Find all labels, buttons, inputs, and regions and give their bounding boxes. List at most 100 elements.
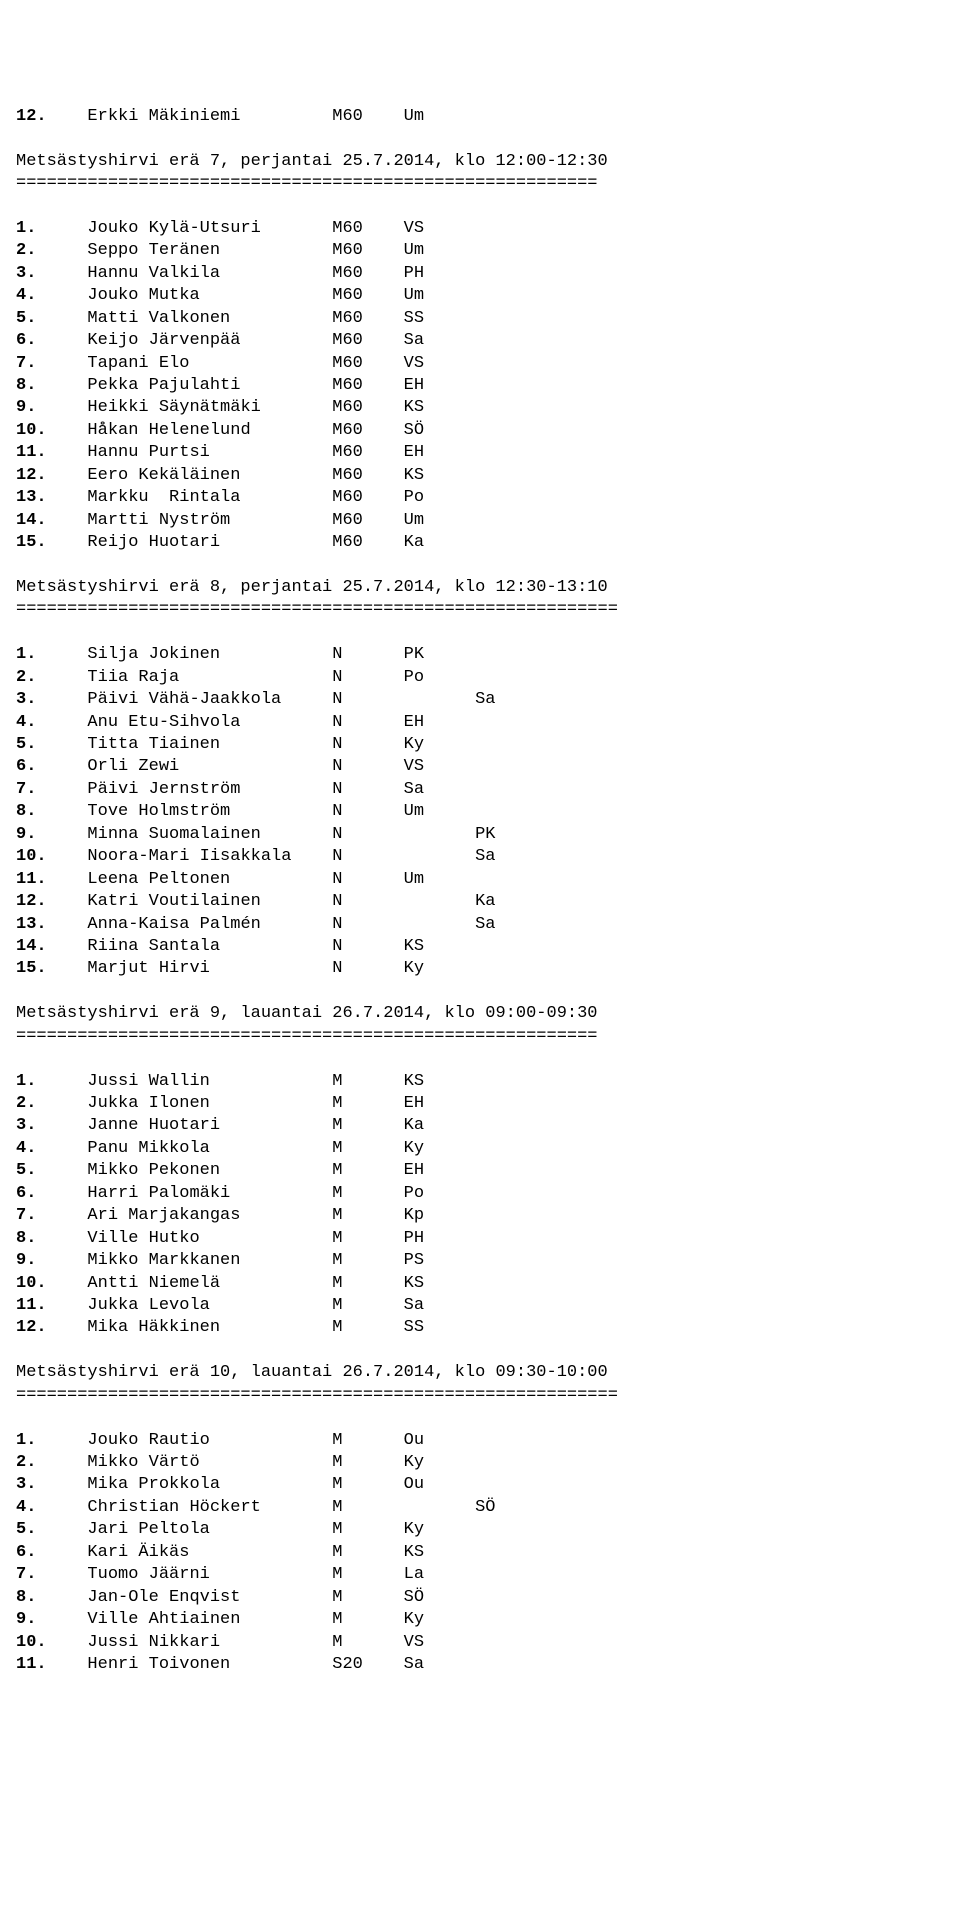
row-number: 7. <box>16 780 87 799</box>
row-number: 10. <box>16 421 87 440</box>
row-content: Jouko Rautio M Ou <box>87 1431 424 1450</box>
row-content: Markku Rintala M60 Po <box>87 488 424 507</box>
row-content: Tiia Raja N Po <box>87 668 424 687</box>
row-number: 5. <box>16 309 87 328</box>
row-number: 12. <box>16 892 87 911</box>
row-number: 1. <box>16 645 87 664</box>
row-number: 12. <box>16 1318 87 1337</box>
row-number: 9. <box>16 1251 87 1270</box>
row-content: Hannu Valkila M60 PH <box>87 264 424 283</box>
row-content: Minna Suomalainen N PK <box>87 825 495 844</box>
row-content: Marjut Hirvi N Ky <box>87 959 424 978</box>
row-content: Anna-Kaisa Palmén N Sa <box>87 915 495 934</box>
row-content: Matti Valkonen M60 SS <box>87 309 424 328</box>
row-content: Jukka Levola M Sa <box>87 1296 424 1315</box>
row-content: Panu Mikkola M Ky <box>87 1139 424 1158</box>
row-number: 7. <box>16 1206 87 1225</box>
row-content: Christian Höckert M SÖ <box>87 1498 495 1517</box>
row-content: Pekka Pajulahti M60 EH <box>87 376 424 395</box>
row-number: 5. <box>16 735 87 754</box>
row-content: Reijo Huotari M60 Ka <box>87 533 424 552</box>
row-number: 3. <box>16 690 87 709</box>
row-content: Harri Palomäki M Po <box>87 1184 424 1203</box>
row-number: 3. <box>16 1475 87 1494</box>
row-content: Janne Huotari M Ka <box>87 1116 424 1135</box>
row-content: Silja Jokinen N PK <box>87 645 424 664</box>
row-content: Erkki Mäkiniemi M60 Um <box>87 107 424 126</box>
row-number: 8. <box>16 376 87 395</box>
row-number: 10. <box>16 1633 87 1652</box>
row-number: 14. <box>16 937 87 956</box>
row-content: Mikko Markkanen M PS <box>87 1251 424 1270</box>
row-content: Håkan Helenelund M60 SÖ <box>87 421 424 440</box>
row-number: 8. <box>16 802 87 821</box>
row-content: Seppo Teränen M60 Um <box>87 241 424 260</box>
row-content: Anu Etu-Sihvola N EH <box>87 713 424 732</box>
row-content: Henri Toivonen S20 Sa <box>87 1655 424 1674</box>
row-number: 15. <box>16 533 87 552</box>
row-content: Jan-Ole Enqvist M SÖ <box>87 1588 424 1607</box>
row-content: Noora-Mari Iisakkala N Sa <box>87 847 495 866</box>
row-content: Jouko Mutka M60 Um <box>87 286 424 305</box>
row-number: 10. <box>16 1274 87 1293</box>
row-number: 11. <box>16 870 87 889</box>
row-number: 13. <box>16 488 87 507</box>
row-number: 2. <box>16 1453 87 1472</box>
row-content: Tuomo Jäärni M La <box>87 1565 424 1584</box>
row-content: Ari Marjakangas M Kp <box>87 1206 424 1225</box>
row-content: Mikko Värtö M Ky <box>87 1453 424 1472</box>
row-number: 15. <box>16 959 87 978</box>
row-content: Tove Holmström N Um <box>87 802 424 821</box>
row-number: 11. <box>16 1296 87 1315</box>
row-number: 4. <box>16 1498 87 1517</box>
row-number: 9. <box>16 398 87 417</box>
row-content: Riina Santala N KS <box>87 937 424 956</box>
row-content: Katri Voutilainen N Ka <box>87 892 495 911</box>
separator-line: ========================================… <box>16 1386 618 1405</box>
row-number: 7. <box>16 354 87 373</box>
separator-line: ========================================… <box>16 600 618 619</box>
row-number: 6. <box>16 757 87 776</box>
row-content: Orli Zewi N VS <box>87 757 424 776</box>
row-content: Mika Häkkinen M SS <box>87 1318 424 1337</box>
row-number: 11. <box>16 1655 87 1674</box>
row-content: Päivi Jernström N Sa <box>87 780 424 799</box>
row-content: Jussi Wallin M KS <box>87 1072 424 1091</box>
row-number: 7. <box>16 1565 87 1584</box>
row-content: Ville Hutko M PH <box>87 1229 424 1248</box>
row-number: 11. <box>16 443 87 462</box>
row-number: 4. <box>16 286 87 305</box>
heat-title: Metsästyshirvi erä 10, lauantai 26.7.201… <box>16 1363 608 1382</box>
heat-title: Metsästyshirvi erä 8, perjantai 25.7.201… <box>16 578 608 597</box>
row-number: 13. <box>16 915 87 934</box>
row-content: Jukka Ilonen M EH <box>87 1094 424 1113</box>
row-number: 8. <box>16 1588 87 1607</box>
row-content: Leena Peltonen N Um <box>87 870 424 889</box>
row-number: 2. <box>16 241 87 260</box>
row-number: 6. <box>16 331 87 350</box>
row-content: Eero Kekäläinen M60 KS <box>87 466 424 485</box>
row-content: Titta Tiainen N Ky <box>87 735 424 754</box>
row-content: Hannu Purtsi M60 EH <box>87 443 424 462</box>
row-number: 12. <box>16 466 87 485</box>
separator-line: ========================================… <box>16 174 598 193</box>
row-content: Antti Niemelä M KS <box>87 1274 424 1293</box>
row-number: 2. <box>16 668 87 687</box>
row-content: Mikko Pekonen M EH <box>87 1161 424 1180</box>
heat-title: Metsästyshirvi erä 7, perjantai 25.7.201… <box>16 152 608 171</box>
row-content: Päivi Vähä-Jaakkola N Sa <box>87 690 495 709</box>
row-number: 1. <box>16 1072 87 1091</box>
row-number: 8. <box>16 1229 87 1248</box>
row-number: 1. <box>16 1431 87 1450</box>
row-content: Keijo Järvenpää M60 Sa <box>87 331 424 350</box>
row-number: 9. <box>16 825 87 844</box>
document-root: 12. Erkki Mäkiniemi M60 Um Metsästyshirv… <box>16 106 944 1699</box>
row-content: Jouko Kylä-Utsuri M60 VS <box>87 219 424 238</box>
row-number: 6. <box>16 1184 87 1203</box>
row-content: Jussi Nikkari M VS <box>87 1633 424 1652</box>
row-content: Ville Ahtiainen M Ky <box>87 1610 424 1629</box>
row-number: 1. <box>16 219 87 238</box>
row-number: 10. <box>16 847 87 866</box>
row-content: Tapani Elo M60 VS <box>87 354 424 373</box>
row-content: Jari Peltola M Ky <box>87 1520 424 1539</box>
